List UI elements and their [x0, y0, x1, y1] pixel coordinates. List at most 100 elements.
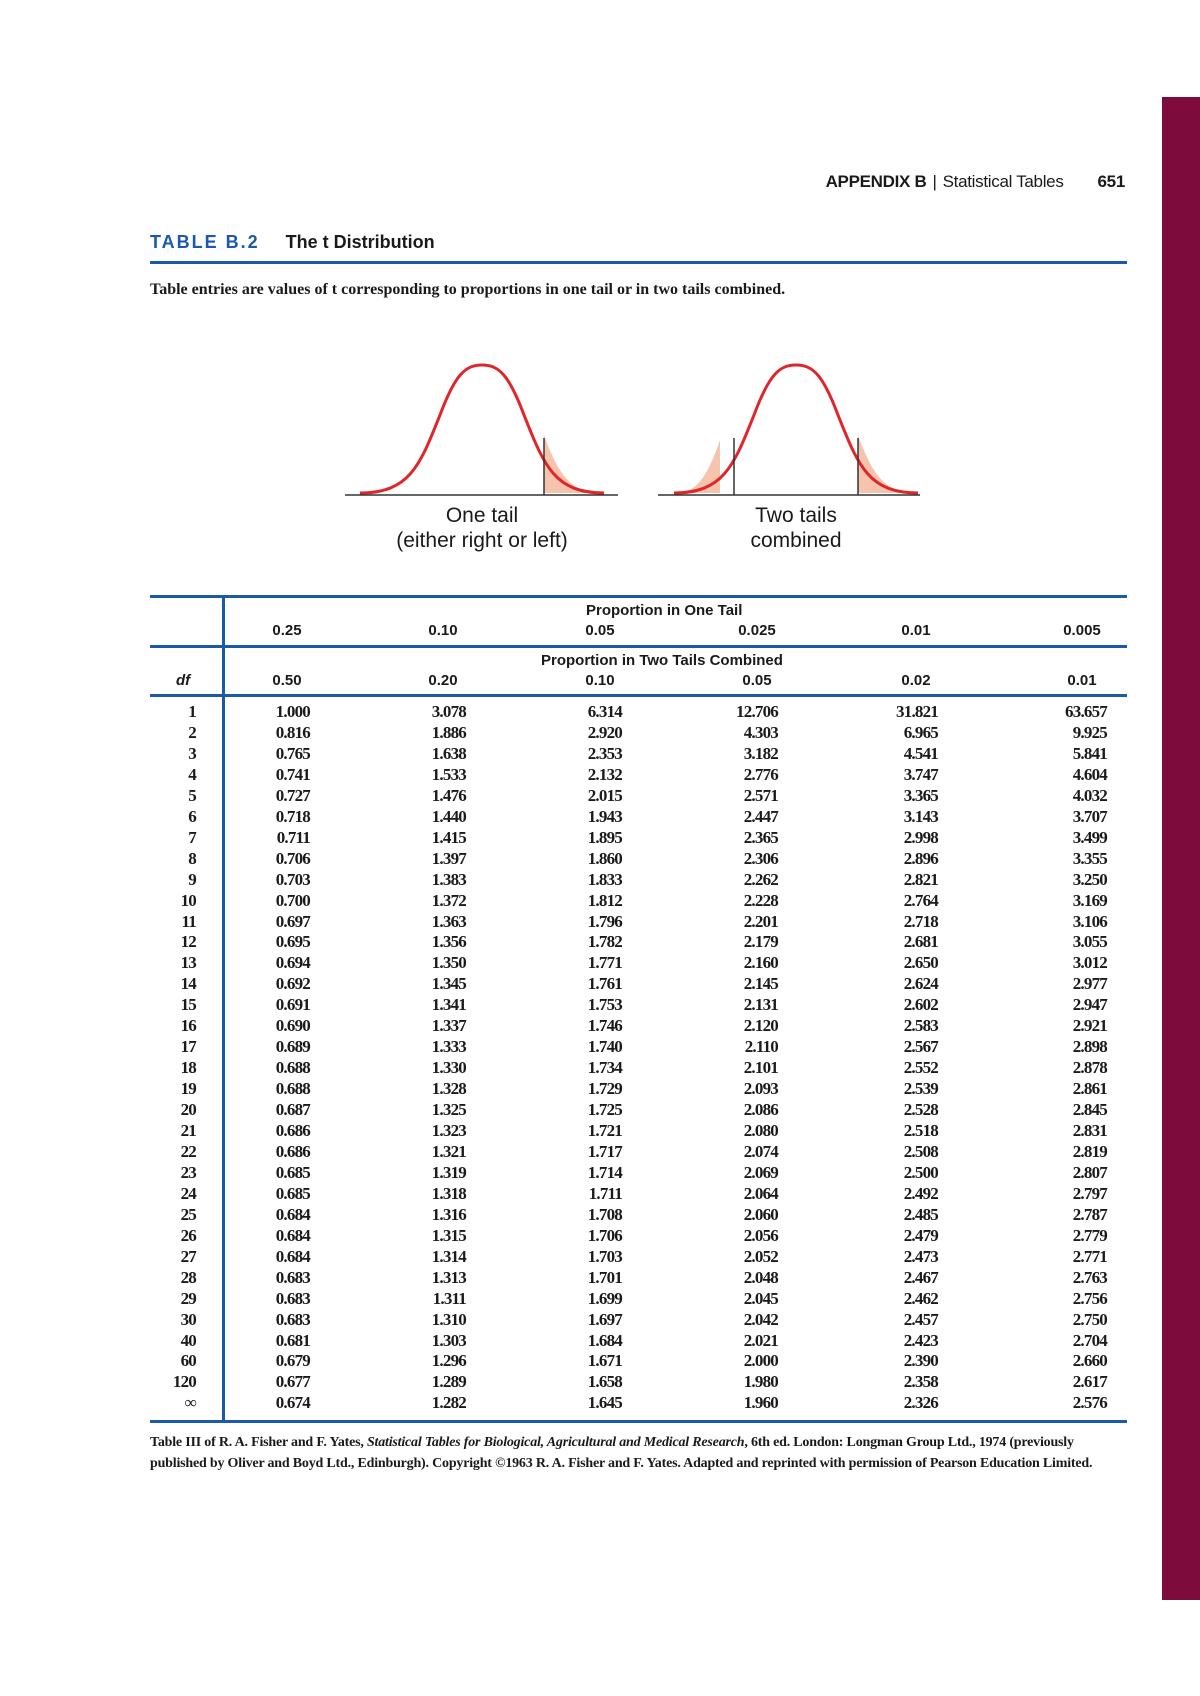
- t-value-cell: 2.787: [1072, 1204, 1108, 1224]
- appendix-label: APPENDIX B: [825, 172, 927, 191]
- t-value-cell: 1.699: [587, 1288, 623, 1308]
- df-value: 25: [180, 1204, 197, 1224]
- t-value-cell: 2.048: [743, 1267, 779, 1287]
- t-value-cell: 1.708: [587, 1204, 623, 1224]
- t-value-cell: 2.571: [743, 785, 779, 805]
- t-value-cell: 0.686: [275, 1141, 311, 1161]
- df-value: 13: [180, 953, 197, 973]
- t-value-cell: 3.143: [903, 806, 939, 826]
- t-value-cell: 1.333: [431, 1037, 467, 1057]
- df-value: 19: [180, 1079, 197, 1099]
- t-value-cell: 1.345: [431, 974, 467, 994]
- t-value-cell: 0.718: [275, 806, 311, 826]
- t-value-cell: 0.686: [275, 1121, 311, 1140]
- t-value-cell: 0.695: [275, 932, 311, 952]
- one-tail-header: 0.025: [738, 622, 776, 639]
- t-value-cell: 6.314: [587, 702, 623, 721]
- title-rule: [150, 261, 1127, 264]
- t-value-cell: 0.697: [275, 911, 311, 931]
- table-name: The t Distribution: [285, 232, 435, 252]
- df-value: 28: [180, 1267, 197, 1287]
- source-footnote: Table III of R. A. Fisher and F. Yates, …: [150, 1432, 1130, 1474]
- t-value-cell: 0.765: [275, 743, 311, 763]
- t-value-cell: 2.462: [903, 1288, 939, 1308]
- t-value-cell: 2.660: [1072, 1351, 1108, 1371]
- t-value-cell: 1.328: [431, 1079, 467, 1099]
- df-column-divider: [222, 596, 225, 1422]
- df-value: 120: [172, 1372, 197, 1392]
- df-value: 10: [180, 890, 197, 910]
- t-value-cell: 2.500: [903, 1162, 939, 1182]
- t-value-cell: 1.310: [431, 1309, 467, 1329]
- t-value-cell: 2.920: [587, 722, 623, 742]
- t-value-cell: 2.776: [743, 764, 779, 784]
- one-tail-label-line2: (either right or left): [396, 529, 568, 552]
- table-title: TABLE B.2 The t Distribution: [150, 232, 435, 253]
- t-value-cell: 1.315: [431, 1225, 467, 1245]
- t-value-cell: 1.372: [431, 890, 467, 910]
- t-value-cell: 2.457: [903, 1309, 939, 1329]
- two-tails-bell: [673, 363, 919, 495]
- t-value-cell: 0.711: [276, 827, 311, 847]
- df-value: 21: [180, 1121, 197, 1140]
- t-value-cell: 0.703: [275, 869, 311, 889]
- t-value-cell: 2.479: [903, 1225, 939, 1245]
- t-value-cell: 6.965: [903, 722, 939, 742]
- footnote-prefix: Table III of R. A. Fisher and F. Yates,: [150, 1435, 367, 1450]
- t-value-cell: 63.657: [1065, 702, 1108, 721]
- t-value-cell: 2.467: [903, 1267, 939, 1287]
- footnote-book-title: Statistical Tables for Biological, Agric…: [366, 1435, 745, 1450]
- t-value-cell: 0.692: [275, 974, 311, 994]
- t-value-cell: 2.831: [1072, 1121, 1108, 1140]
- t-value-cell: 1.645: [587, 1393, 623, 1413]
- t-value-cell: 5.841: [1072, 743, 1108, 763]
- one-tail-header: 0.01: [901, 622, 931, 639]
- t-value-cell: 1.796: [587, 911, 623, 931]
- t-value-cell: 1.440: [431, 806, 467, 826]
- t-value-cell: 0.683: [275, 1309, 311, 1329]
- t-value-cell: 1.782: [587, 932, 623, 952]
- two-tails-label: Two tails combined: [666, 503, 926, 553]
- t-value-cell: 3.250: [1072, 869, 1108, 889]
- t-value-cell: 2.756: [1072, 1288, 1108, 1308]
- table-top-rule: [150, 595, 1127, 598]
- t-value-cell: 2.060: [743, 1204, 779, 1224]
- one-tail-label: One tail (either right or left): [352, 503, 612, 553]
- t-value-cell: 1.701: [587, 1267, 623, 1287]
- df-value: 29: [180, 1288, 197, 1308]
- t-value-cell: 2.576: [1072, 1393, 1108, 1413]
- t-value-cell: 2.797: [1072, 1183, 1108, 1203]
- t-value-cell: 1.761: [587, 974, 623, 994]
- t-value-cell: 4.032: [1072, 785, 1108, 805]
- t-value-cell: 2.306: [743, 848, 779, 868]
- t-value-cell: 3.182: [743, 743, 779, 763]
- t-value-cell: 1.895: [587, 827, 623, 847]
- t-value-cell: 31.821: [896, 702, 939, 721]
- t-value-cell: 2.365: [743, 827, 779, 847]
- t-value-cell: 1.330: [431, 1058, 467, 1078]
- t-value-cell: 4.303: [743, 722, 779, 742]
- t-value-cell: 2.779: [1072, 1225, 1108, 1245]
- t-value-cell: 0.677: [275, 1372, 311, 1392]
- t-value-cell: 2.179: [743, 932, 779, 952]
- t-value-cell: 2.042: [743, 1309, 779, 1329]
- two-tail-header: 0.02: [901, 672, 931, 689]
- t-value-cell: 1.282: [431, 1393, 467, 1413]
- t-value-cell: 1.717: [587, 1141, 623, 1161]
- t-value-cell: 2.617: [1072, 1372, 1108, 1392]
- t-value-cell: 3.365: [903, 785, 939, 805]
- footnote-suffix: , 6th ed. London: Longman Group Ltd., 19…: [150, 1435, 1093, 1471]
- df-value: 23: [180, 1162, 197, 1182]
- t-value-cell: 1.886: [431, 722, 467, 742]
- t-value-cell: 2.998: [903, 827, 939, 847]
- table-bottom-rule: [150, 1420, 1127, 1423]
- one-tail-shade: [544, 435, 602, 493]
- two-tail-header: 0.20: [428, 672, 458, 689]
- distribution-figure: [345, 363, 920, 496]
- t-value-cell: 2.750: [1072, 1309, 1108, 1329]
- t-value-cell: 2.567: [903, 1037, 939, 1057]
- t-value-cell: 0.688: [275, 1079, 311, 1099]
- t-value-cell: 0.685: [275, 1183, 311, 1203]
- t-value-cell: 1.383: [431, 869, 467, 889]
- t-value-cell: 1.725: [587, 1100, 623, 1120]
